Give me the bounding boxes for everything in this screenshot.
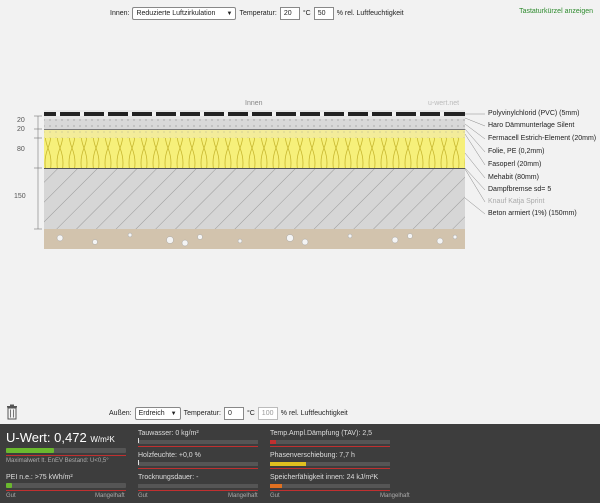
heat-capacity-bar-fill — [270, 484, 282, 488]
inside-humidity-label: % rel. Luftfeuchtigkeit — [336, 10, 404, 17]
layer-label-knauf[interactable]: Knauf Katja Sprint — [488, 198, 545, 205]
watermark: u-wert.net — [428, 100, 460, 107]
drying-time-bar — [138, 484, 258, 488]
phase-shift-limit-line — [270, 468, 390, 469]
inside-temp-unit: °C — [302, 10, 311, 17]
u-value-bar-fill — [6, 448, 54, 453]
scale-poor: Mangelhaft — [228, 493, 258, 499]
layer-vapour-barrier[interactable] — [44, 168, 465, 169]
outside-select-value: Erdreich — [138, 410, 165, 417]
construction-diagram: Innen u-wert.net 20 20 80 150 Polyvinylc… — [0, 28, 600, 403]
dim-label: 20 — [17, 126, 25, 133]
scale-good: Gut — [270, 493, 280, 499]
wood-moisture-bar — [138, 462, 258, 466]
tav-limit-line — [270, 446, 390, 447]
dim-label: 20 — [17, 117, 25, 124]
heat-capacity-label: Speicherfähigkeit innen: 24 kJ/m²K — [270, 474, 379, 481]
scale-poor: Mangelhaft — [95, 493, 125, 499]
layer-label-pe-foil[interactable]: Folie, PE (0,2mm) — [488, 148, 545, 155]
heat-capacity-bar — [270, 484, 390, 488]
scale-poor: Mangelhaft — [380, 493, 410, 499]
phase-shift-bar — [270, 462, 390, 466]
layer-label-concrete[interactable]: Beton armiert (1%) (150mm) — [488, 210, 577, 217]
layer-label-fasoperl[interactable]: Fasoperl (20mm) — [488, 161, 542, 168]
wood-moisture-label: Holzfeuchte: +0,0 % — [138, 452, 201, 459]
layer-haro[interactable] — [44, 116, 465, 119]
layer-label-haro[interactable]: Haro Dämmunterlage Silent — [488, 122, 575, 129]
drying-time-limit-line — [138, 490, 258, 491]
chevron-down-icon: ▼ — [226, 10, 233, 17]
tav-bar-fill — [270, 440, 276, 444]
soil — [44, 229, 465, 249]
condensation-limit-line — [138, 446, 258, 447]
chevron-down-icon: ▼ — [170, 410, 177, 417]
layer-label-pvc[interactable]: Polyvinylchlorid (PVC) (5mm) — [488, 110, 580, 117]
condensation-bar — [138, 440, 258, 444]
u-value-label: U-Wert: — [6, 430, 51, 445]
outside-temp-unit: °C — [246, 410, 255, 417]
scale-good: Gut — [138, 493, 148, 499]
drying-time-label: Trocknungsdauer: - — [138, 474, 199, 481]
top-toolbar: Innen: Reduzierte Luftzirkulation ▼ Temp… — [0, 0, 600, 28]
condensation-marker — [138, 438, 139, 443]
phase-shift-label: Phasenverschiebung: 7,7 h — [270, 452, 355, 459]
outside-temp-label: Temperatur: — [183, 410, 221, 417]
pei-limit-line — [6, 490, 126, 491]
layer-pe-foil[interactable] — [44, 129, 465, 130]
outside-humidity-label: % rel. Luftfeuchtigkeit — [280, 410, 348, 417]
outside-temp-input[interactable]: 0 — [223, 407, 244, 420]
tav-bar — [270, 440, 390, 444]
dim-label: 150 — [14, 193, 26, 200]
outside-label: Außen: — [109, 410, 132, 417]
inside-temp-label: Temperatur: — [239, 10, 277, 17]
trash-icon[interactable] — [6, 404, 18, 420]
wood-moisture-limit-line — [138, 468, 258, 469]
wood-moisture-marker — [138, 460, 139, 465]
result-panel: U-Wert: 0,472 W/m²K Maximalwert lt. EnEV… — [0, 424, 600, 503]
u-value-display: U-Wert: 0,472 W/m²K — [6, 430, 115, 445]
layer-label-fermacell[interactable]: Fermacell Estrich-Element (20mm) — [488, 135, 597, 142]
inside-side-label: Innen — [245, 100, 263, 107]
layer-label-vapour-barrier[interactable]: Dampfbremse sd= 5 — [488, 186, 552, 193]
pei-label: PEI n.e.: >75 kWh/m² — [6, 474, 73, 481]
inside-select[interactable]: Reduzierte Luftzirkulation ▼ — [132, 7, 237, 20]
u-value: 0,472 — [54, 430, 87, 445]
pei-bar-fill — [6, 483, 12, 488]
condensation-label: Tauwasser: 0 kg/m² — [138, 430, 199, 437]
u-value-unit: W/m²K — [90, 435, 115, 444]
dim-label: 80 — [17, 146, 25, 153]
inside-controls: Innen: Reduzierte Luftzirkulation ▼ Temp… — [110, 7, 404, 20]
tav-label: Temp.Ampl.Dämpfung (TAV): 2,5 — [270, 430, 373, 437]
layer-label-mehabit[interactable]: Mehabit (80mm) — [488, 174, 539, 181]
outside-select[interactable]: Erdreich ▼ — [134, 407, 181, 420]
u-value-bar — [6, 448, 126, 453]
inside-humidity-input[interactable]: 50 — [313, 7, 334, 20]
phase-shift-bar-fill — [270, 462, 306, 466]
inside-select-value: Reduzierte Luftzirkulation — [136, 10, 216, 17]
layer-pvc[interactable] — [44, 112, 465, 116]
u-value-note: Maximalwert lt. EnEV Bestand: U<0,5° — [6, 458, 109, 464]
shortcuts-link[interactable]: Tastaturkürzel anzeigen — [519, 8, 593, 15]
inside-temp-input[interactable]: 20 — [279, 7, 300, 20]
layer-diagram-svg — [0, 28, 600, 403]
pei-bar — [6, 483, 126, 488]
scale-good: Gut — [6, 493, 16, 499]
outside-humidity-input[interactable]: 100 — [257, 407, 278, 420]
u-limit-line — [6, 455, 126, 456]
inside-label: Innen: — [110, 10, 130, 17]
outside-controls: Außen: Erdreich ▼ Temperatur: 0 °C 100 %… — [109, 407, 348, 420]
heat-capacity-limit-line — [270, 490, 390, 491]
